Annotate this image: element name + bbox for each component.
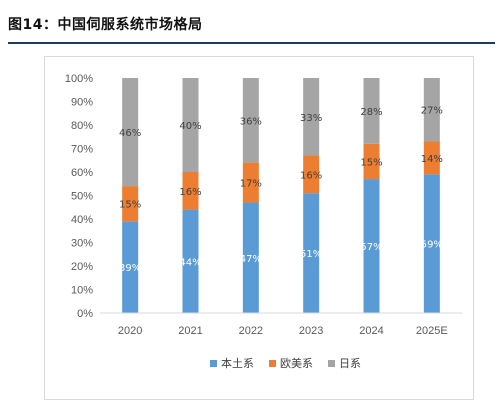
data-label: 17% <box>240 179 262 190</box>
data-label: 57% <box>360 242 382 253</box>
bar-segment <box>303 78 320 156</box>
y-tick-label: 100% <box>65 73 93 85</box>
y-tick-label: 90% <box>71 97 93 109</box>
bar-segment <box>423 78 440 142</box>
bar-segment <box>363 78 380 144</box>
data-label: 47% <box>240 254 262 265</box>
y-tick-label: 50% <box>71 191 93 203</box>
x-axis: 2020 2021 2022 2023 2024 2025E <box>100 312 462 337</box>
y-tick-label: 70% <box>71 144 93 156</box>
data-label: 14% <box>421 154 443 165</box>
data-label: 44% <box>179 257 201 268</box>
data-label: 16% <box>179 187 201 198</box>
bar-segment <box>423 174 440 313</box>
x-tick-label: 2024 <box>359 325 383 337</box>
data-label: 51% <box>300 249 322 260</box>
bar-segment <box>242 202 259 313</box>
bar-segment <box>122 186 139 222</box>
x-tick-label: 2021 <box>178 325 202 337</box>
y-tick-label: 0% <box>77 308 93 320</box>
bar-segment <box>363 179 380 313</box>
data-label: 15% <box>119 200 141 211</box>
y-tick-label: 30% <box>71 238 93 250</box>
data-label: 59% <box>421 240 443 251</box>
bars: 39% 15% 46% 44% 16% 40% 47% 17% 36% 51% 16% 33% 57% 1… <box>119 78 443 313</box>
bar-segment <box>182 172 199 210</box>
y-tick-label: 60% <box>71 167 93 179</box>
y-tick-label: 80% <box>71 120 93 132</box>
x-tick-label: 2020 <box>118 325 142 337</box>
y-tick-label: 10% <box>71 285 93 297</box>
legend-swatch <box>210 360 217 367</box>
legend-label: 日系 <box>339 357 361 370</box>
bar-segment <box>303 155 320 194</box>
data-label: 28% <box>360 107 382 118</box>
data-label: 27% <box>421 106 443 117</box>
x-tick-label: 2022 <box>239 325 263 337</box>
bar-segment <box>242 162 259 203</box>
data-label: 15% <box>360 157 382 168</box>
legend-swatch <box>269 360 276 367</box>
y-tick-label: 20% <box>71 261 93 273</box>
bar-segment <box>303 193 320 313</box>
bar-segment <box>182 209 199 313</box>
data-label: 39% <box>119 263 141 274</box>
legend-label: 欧美系 <box>280 357 313 370</box>
bar-segment <box>423 141 440 175</box>
title-rule <box>8 42 495 44</box>
data-label: 46% <box>119 128 141 139</box>
bar-segment <box>122 221 139 313</box>
data-label: 36% <box>240 116 262 127</box>
data-label: 40% <box>179 121 201 132</box>
bar-segment <box>242 78 259 163</box>
legend-label: 本土系 <box>221 356 254 370</box>
figure-title: 图14：中国伺服系统市场格局 <box>8 17 203 33</box>
y-tick-label: 40% <box>71 214 93 226</box>
x-tick-label: 2025E <box>416 325 448 337</box>
chart-panel <box>44 56 474 400</box>
bar-segment <box>363 143 380 180</box>
data-label: 33% <box>300 113 322 124</box>
x-tick-label: 2023 <box>299 325 323 337</box>
y-axis: 0% 10% 20% 30% 40% 50% 60% 70% 80% 90% 100% <box>65 73 93 320</box>
legend: 本土系 欧美系 日系 <box>210 356 361 370</box>
bar-segment <box>122 78 139 187</box>
data-label: 16% <box>300 170 322 181</box>
bar-segment <box>182 78 199 172</box>
legend-swatch <box>328 360 335 367</box>
